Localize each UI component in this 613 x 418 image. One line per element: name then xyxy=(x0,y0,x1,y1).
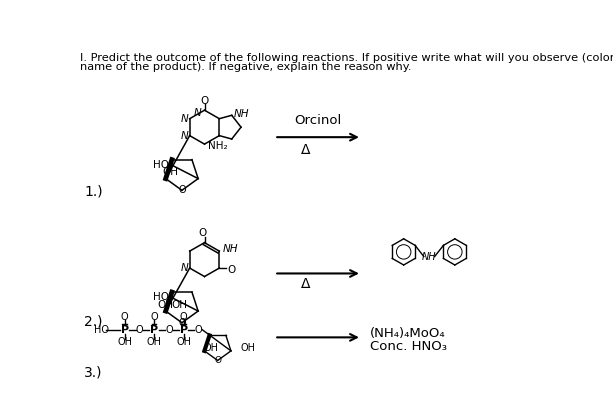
Text: O: O xyxy=(227,265,235,275)
Text: Δ: Δ xyxy=(300,277,310,291)
Text: OH: OH xyxy=(176,337,191,347)
Text: NH: NH xyxy=(223,244,238,254)
Text: OH: OH xyxy=(240,343,255,353)
Text: 2.): 2.) xyxy=(85,314,103,328)
Text: NH: NH xyxy=(234,109,249,119)
Text: O: O xyxy=(165,325,173,335)
Text: O: O xyxy=(199,228,207,238)
Text: O: O xyxy=(180,312,188,322)
Text: HO: HO xyxy=(153,160,169,170)
Text: 3.): 3.) xyxy=(85,366,103,380)
Text: I. Predict the outcome of the following reactions. If positive write what will y: I. Predict the outcome of the following … xyxy=(80,53,613,63)
Text: HO: HO xyxy=(153,292,169,302)
Text: P: P xyxy=(150,325,158,335)
Text: NH₂: NH₂ xyxy=(208,140,227,150)
Text: 1.): 1.) xyxy=(85,185,103,199)
Text: NH: NH xyxy=(422,252,436,262)
Text: O: O xyxy=(200,96,208,106)
Text: OH: OH xyxy=(158,300,173,310)
Text: N: N xyxy=(181,263,189,273)
Text: O: O xyxy=(194,325,202,335)
Text: Orcinol: Orcinol xyxy=(294,114,341,127)
Text: OH: OH xyxy=(162,167,178,177)
Text: N: N xyxy=(181,114,189,124)
Text: OH: OH xyxy=(117,337,132,347)
Text: OH: OH xyxy=(147,337,162,347)
Text: O: O xyxy=(135,325,143,335)
Text: Δ: Δ xyxy=(300,143,310,157)
Text: O: O xyxy=(150,312,158,322)
Text: OH: OH xyxy=(204,343,218,353)
Text: HO: HO xyxy=(94,325,109,335)
Text: OH: OH xyxy=(172,300,188,310)
Text: N: N xyxy=(181,131,189,140)
Text: name of the product). If negative, explain the reason why.: name of the product). If negative, expla… xyxy=(80,62,411,72)
Text: O: O xyxy=(121,312,129,322)
Text: O: O xyxy=(178,185,186,195)
Text: N: N xyxy=(194,108,202,118)
Text: O: O xyxy=(214,356,221,365)
Text: Conc. HNO₃: Conc. HNO₃ xyxy=(370,340,447,353)
Text: (NH₄)₄MoO₄: (NH₄)₄MoO₄ xyxy=(370,327,445,340)
Text: P: P xyxy=(180,325,188,335)
Text: O: O xyxy=(178,318,186,328)
Text: P: P xyxy=(121,325,129,335)
